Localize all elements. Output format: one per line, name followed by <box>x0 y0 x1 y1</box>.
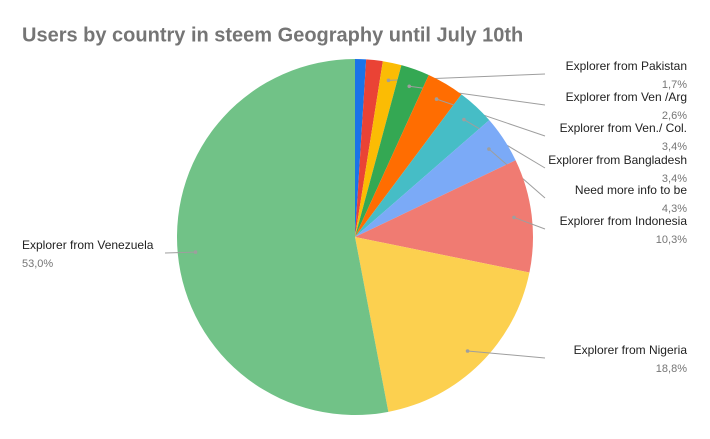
leader-dot <box>487 147 491 151</box>
slice-value-label: 10,3% <box>656 234 687 246</box>
slice-label: Explorer from Ven /Arg <box>566 90 687 104</box>
pie-slice <box>355 75 462 238</box>
leader-line <box>513 216 546 230</box>
slice-value-label: 3,4% <box>662 141 687 153</box>
pie-slice <box>355 160 533 273</box>
leader-dot <box>512 215 516 220</box>
leader-dot <box>434 97 439 101</box>
slice-label: Explorer from Pakistan <box>566 59 687 73</box>
slice-label: Explorer from Nigeria <box>574 343 688 357</box>
leader-line <box>164 251 196 254</box>
pie-slice <box>355 237 530 412</box>
leader-dot <box>462 117 466 122</box>
chart-title: Users by country in steem Geography unti… <box>22 24 523 46</box>
leader-dot <box>407 84 412 89</box>
slice-label: Explorer from Ven./ Col. <box>560 121 687 135</box>
slice-label: Explorer from Bangladesh <box>548 153 687 167</box>
slice-value-label: 2,6% <box>662 110 687 122</box>
leader-dot <box>193 250 198 254</box>
slice-label: Explorer from Indonesia <box>560 214 688 228</box>
pie-slice <box>355 61 402 238</box>
slice-value-label: 3,4% <box>662 173 687 185</box>
slice-value-label: 1,7% <box>662 79 687 91</box>
pie-slice <box>355 120 516 237</box>
pie-slice <box>176 59 389 415</box>
slice-value-label: 53,0% <box>22 258 53 270</box>
leader-dot <box>386 78 391 83</box>
pie-slice <box>355 94 490 237</box>
pie-slice <box>355 59 367 237</box>
pie-slice <box>355 65 429 237</box>
slice-value-label: 4,3% <box>662 203 687 215</box>
slice-value-label: 18,8% <box>656 363 687 375</box>
slice-label: Need more info to be <box>575 183 687 197</box>
slice-label: Explorer from Venezuela <box>22 238 154 252</box>
pie-slice <box>355 59 383 237</box>
leader-line <box>467 350 546 359</box>
leader-dot <box>465 349 470 353</box>
